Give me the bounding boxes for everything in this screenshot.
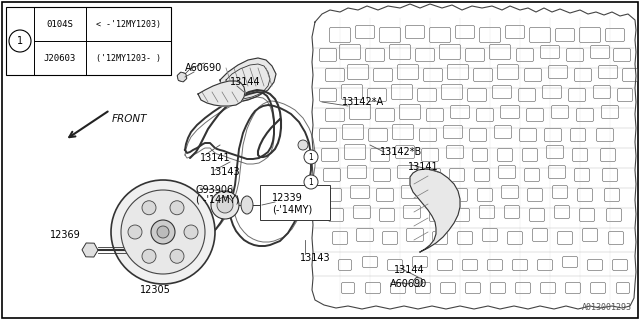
Text: 12339: 12339 bbox=[272, 193, 303, 203]
Text: J20603: J20603 bbox=[44, 53, 76, 62]
Circle shape bbox=[211, 191, 239, 219]
Text: 13144: 13144 bbox=[230, 77, 260, 87]
Polygon shape bbox=[220, 58, 276, 102]
Text: ( -'14MY): ( -'14MY) bbox=[196, 195, 239, 205]
Circle shape bbox=[142, 249, 156, 263]
Text: 12305: 12305 bbox=[140, 285, 171, 295]
Circle shape bbox=[142, 201, 156, 215]
Circle shape bbox=[151, 220, 175, 244]
Bar bbox=[260, 185, 330, 220]
Text: 1: 1 bbox=[308, 178, 314, 187]
Text: 1: 1 bbox=[17, 36, 23, 46]
Bar bbox=[6, 7, 171, 75]
Text: 13141: 13141 bbox=[408, 162, 438, 172]
Text: < -'12MY1203): < -'12MY1203) bbox=[95, 20, 161, 28]
Circle shape bbox=[9, 30, 31, 52]
Circle shape bbox=[170, 201, 184, 215]
Circle shape bbox=[157, 226, 169, 238]
Circle shape bbox=[121, 190, 205, 274]
Circle shape bbox=[304, 175, 318, 189]
Polygon shape bbox=[198, 81, 245, 106]
Text: A60690: A60690 bbox=[390, 279, 428, 289]
Circle shape bbox=[128, 225, 142, 239]
Circle shape bbox=[304, 150, 318, 164]
Polygon shape bbox=[410, 169, 460, 252]
Circle shape bbox=[217, 197, 233, 213]
Circle shape bbox=[184, 225, 198, 239]
Circle shape bbox=[298, 140, 308, 150]
Ellipse shape bbox=[241, 196, 253, 214]
Text: 1: 1 bbox=[308, 153, 314, 162]
Text: 13141: 13141 bbox=[200, 153, 230, 163]
Text: A60690: A60690 bbox=[185, 63, 222, 73]
Circle shape bbox=[111, 180, 215, 284]
Text: 13142*B: 13142*B bbox=[380, 147, 422, 157]
Text: 13144: 13144 bbox=[394, 265, 424, 275]
Text: 0104S: 0104S bbox=[47, 20, 74, 28]
Text: ('12MY1203- ): ('12MY1203- ) bbox=[95, 53, 161, 62]
Text: G93906: G93906 bbox=[196, 185, 234, 195]
Text: 13143: 13143 bbox=[300, 253, 331, 263]
Text: 13142*A: 13142*A bbox=[342, 97, 384, 107]
Text: 12369: 12369 bbox=[50, 230, 81, 240]
Circle shape bbox=[170, 249, 184, 263]
Text: 13143: 13143 bbox=[210, 167, 241, 177]
Text: A013001293: A013001293 bbox=[582, 303, 632, 312]
Text: (-'14MY): (-'14MY) bbox=[272, 205, 312, 215]
Text: FRONT: FRONT bbox=[112, 114, 147, 124]
